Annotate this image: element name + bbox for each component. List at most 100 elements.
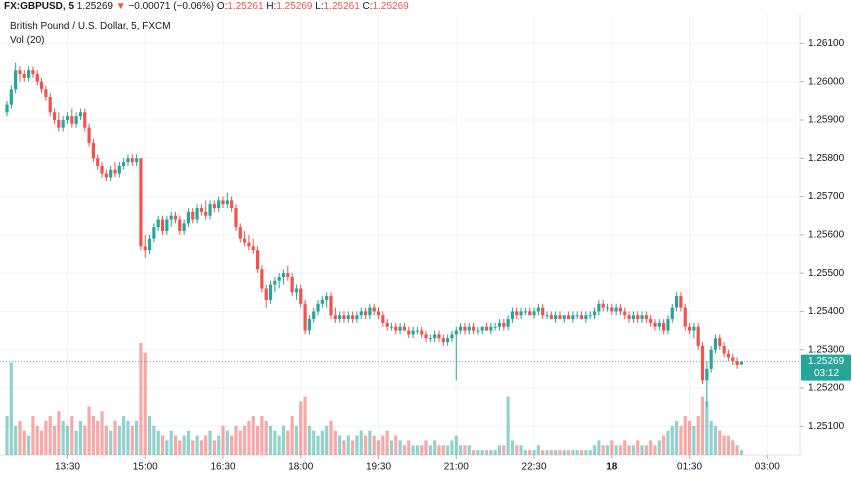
volume-bar <box>666 430 670 455</box>
candle-body <box>320 299 324 304</box>
volume-bar <box>169 430 173 455</box>
volume-bar <box>415 445 419 455</box>
candle-body <box>122 162 126 166</box>
volume-bar <box>355 435 359 455</box>
volume-bar <box>735 445 739 455</box>
ohlc-value: 1.25269 <box>276 1 313 12</box>
volume-bar <box>493 450 497 455</box>
volume-bar <box>48 416 52 455</box>
volume-bar <box>264 420 268 455</box>
volume-bar <box>618 445 623 455</box>
volume-bar <box>739 450 743 455</box>
candle-body <box>333 315 337 320</box>
ohlc-label: L: <box>315 1 324 12</box>
candle-body <box>268 284 273 300</box>
volume-bar <box>368 430 372 455</box>
volume-bar <box>329 420 333 455</box>
volume-bar <box>57 411 61 455</box>
candle-body <box>497 322 502 327</box>
volume-bar <box>290 416 294 455</box>
volume-bar <box>584 450 588 455</box>
volume-bar <box>31 416 35 455</box>
volume-bar <box>657 440 661 455</box>
volume-bar <box>156 430 160 455</box>
ohlc-label: C: <box>362 1 373 12</box>
candle-body <box>662 322 666 331</box>
volume-bar <box>178 440 182 455</box>
last-price-box <box>801 354 851 381</box>
volume-bar <box>307 425 311 455</box>
volume-bar <box>376 440 381 455</box>
volume-bar <box>135 420 139 455</box>
x-tick-label: 22:30 <box>522 462 547 473</box>
volume-bar <box>351 440 355 455</box>
volume-bar <box>303 396 307 455</box>
volume-bar <box>653 445 657 455</box>
volume-bar <box>420 445 424 455</box>
candle-body <box>687 326 692 331</box>
x-tick-label: 18:00 <box>288 462 313 473</box>
x-tick-label: 19:30 <box>366 462 391 473</box>
y-tick-label: 1.25200 <box>808 383 845 394</box>
candle-body <box>160 219 165 232</box>
candle-body <box>471 326 476 331</box>
candle-body <box>186 211 191 224</box>
volume-bar <box>649 440 653 455</box>
volume-bar <box>104 425 108 455</box>
candle-body <box>217 200 221 209</box>
candle-body <box>554 315 558 320</box>
volume-bar <box>398 440 402 455</box>
candle-body <box>5 104 9 113</box>
volume-bar <box>5 416 9 455</box>
volume-bar <box>567 450 571 455</box>
candle-body <box>91 142 95 159</box>
volume-bar <box>631 445 635 455</box>
candle-body <box>446 338 450 343</box>
candle-body <box>18 70 22 75</box>
volume-bar <box>558 450 562 455</box>
volume-bar <box>122 416 126 455</box>
candle-body <box>299 288 303 304</box>
volume-bar <box>294 425 299 455</box>
candle-body <box>411 330 415 335</box>
ohlc-value: 1.25269 <box>372 1 409 12</box>
volume-bar <box>143 352 147 455</box>
candle-body <box>623 311 627 316</box>
candle-body <box>83 112 87 128</box>
y-tick-label: 1.25800 <box>808 153 845 164</box>
candle-body <box>78 112 83 117</box>
ohlc-value: 1.25261 <box>227 1 264 12</box>
volume-bar <box>515 445 519 455</box>
volume-bar <box>191 440 195 455</box>
candle-body <box>506 319 510 327</box>
volume-bar <box>463 445 467 455</box>
volume-bar <box>528 450 532 455</box>
candle-body <box>493 326 497 328</box>
candle-body <box>9 89 13 105</box>
volume-bar <box>644 445 648 455</box>
volume-bar <box>363 435 368 455</box>
volume-bar <box>549 450 553 455</box>
y-tick-label: 1.25300 <box>808 344 845 355</box>
volume-bar <box>91 416 95 455</box>
candle-body <box>247 242 251 247</box>
volume-bar <box>687 420 692 455</box>
candle-body <box>273 280 277 285</box>
candle-body <box>670 307 674 320</box>
volume-bar <box>636 440 640 455</box>
volume-bar <box>575 450 579 455</box>
volume-bar <box>281 425 286 455</box>
candle-body <box>57 119 61 128</box>
volume-bar <box>610 440 614 455</box>
volume-bar <box>454 435 458 455</box>
candle-body <box>713 338 718 350</box>
candle-body <box>415 330 419 332</box>
candle-body <box>212 204 216 209</box>
volume-bar <box>459 445 463 455</box>
candle-body <box>726 353 731 358</box>
volume-bar <box>497 445 502 455</box>
volume-bar <box>325 425 329 455</box>
countdown-label: 03:12 <box>814 368 839 379</box>
candle-body <box>368 307 372 316</box>
